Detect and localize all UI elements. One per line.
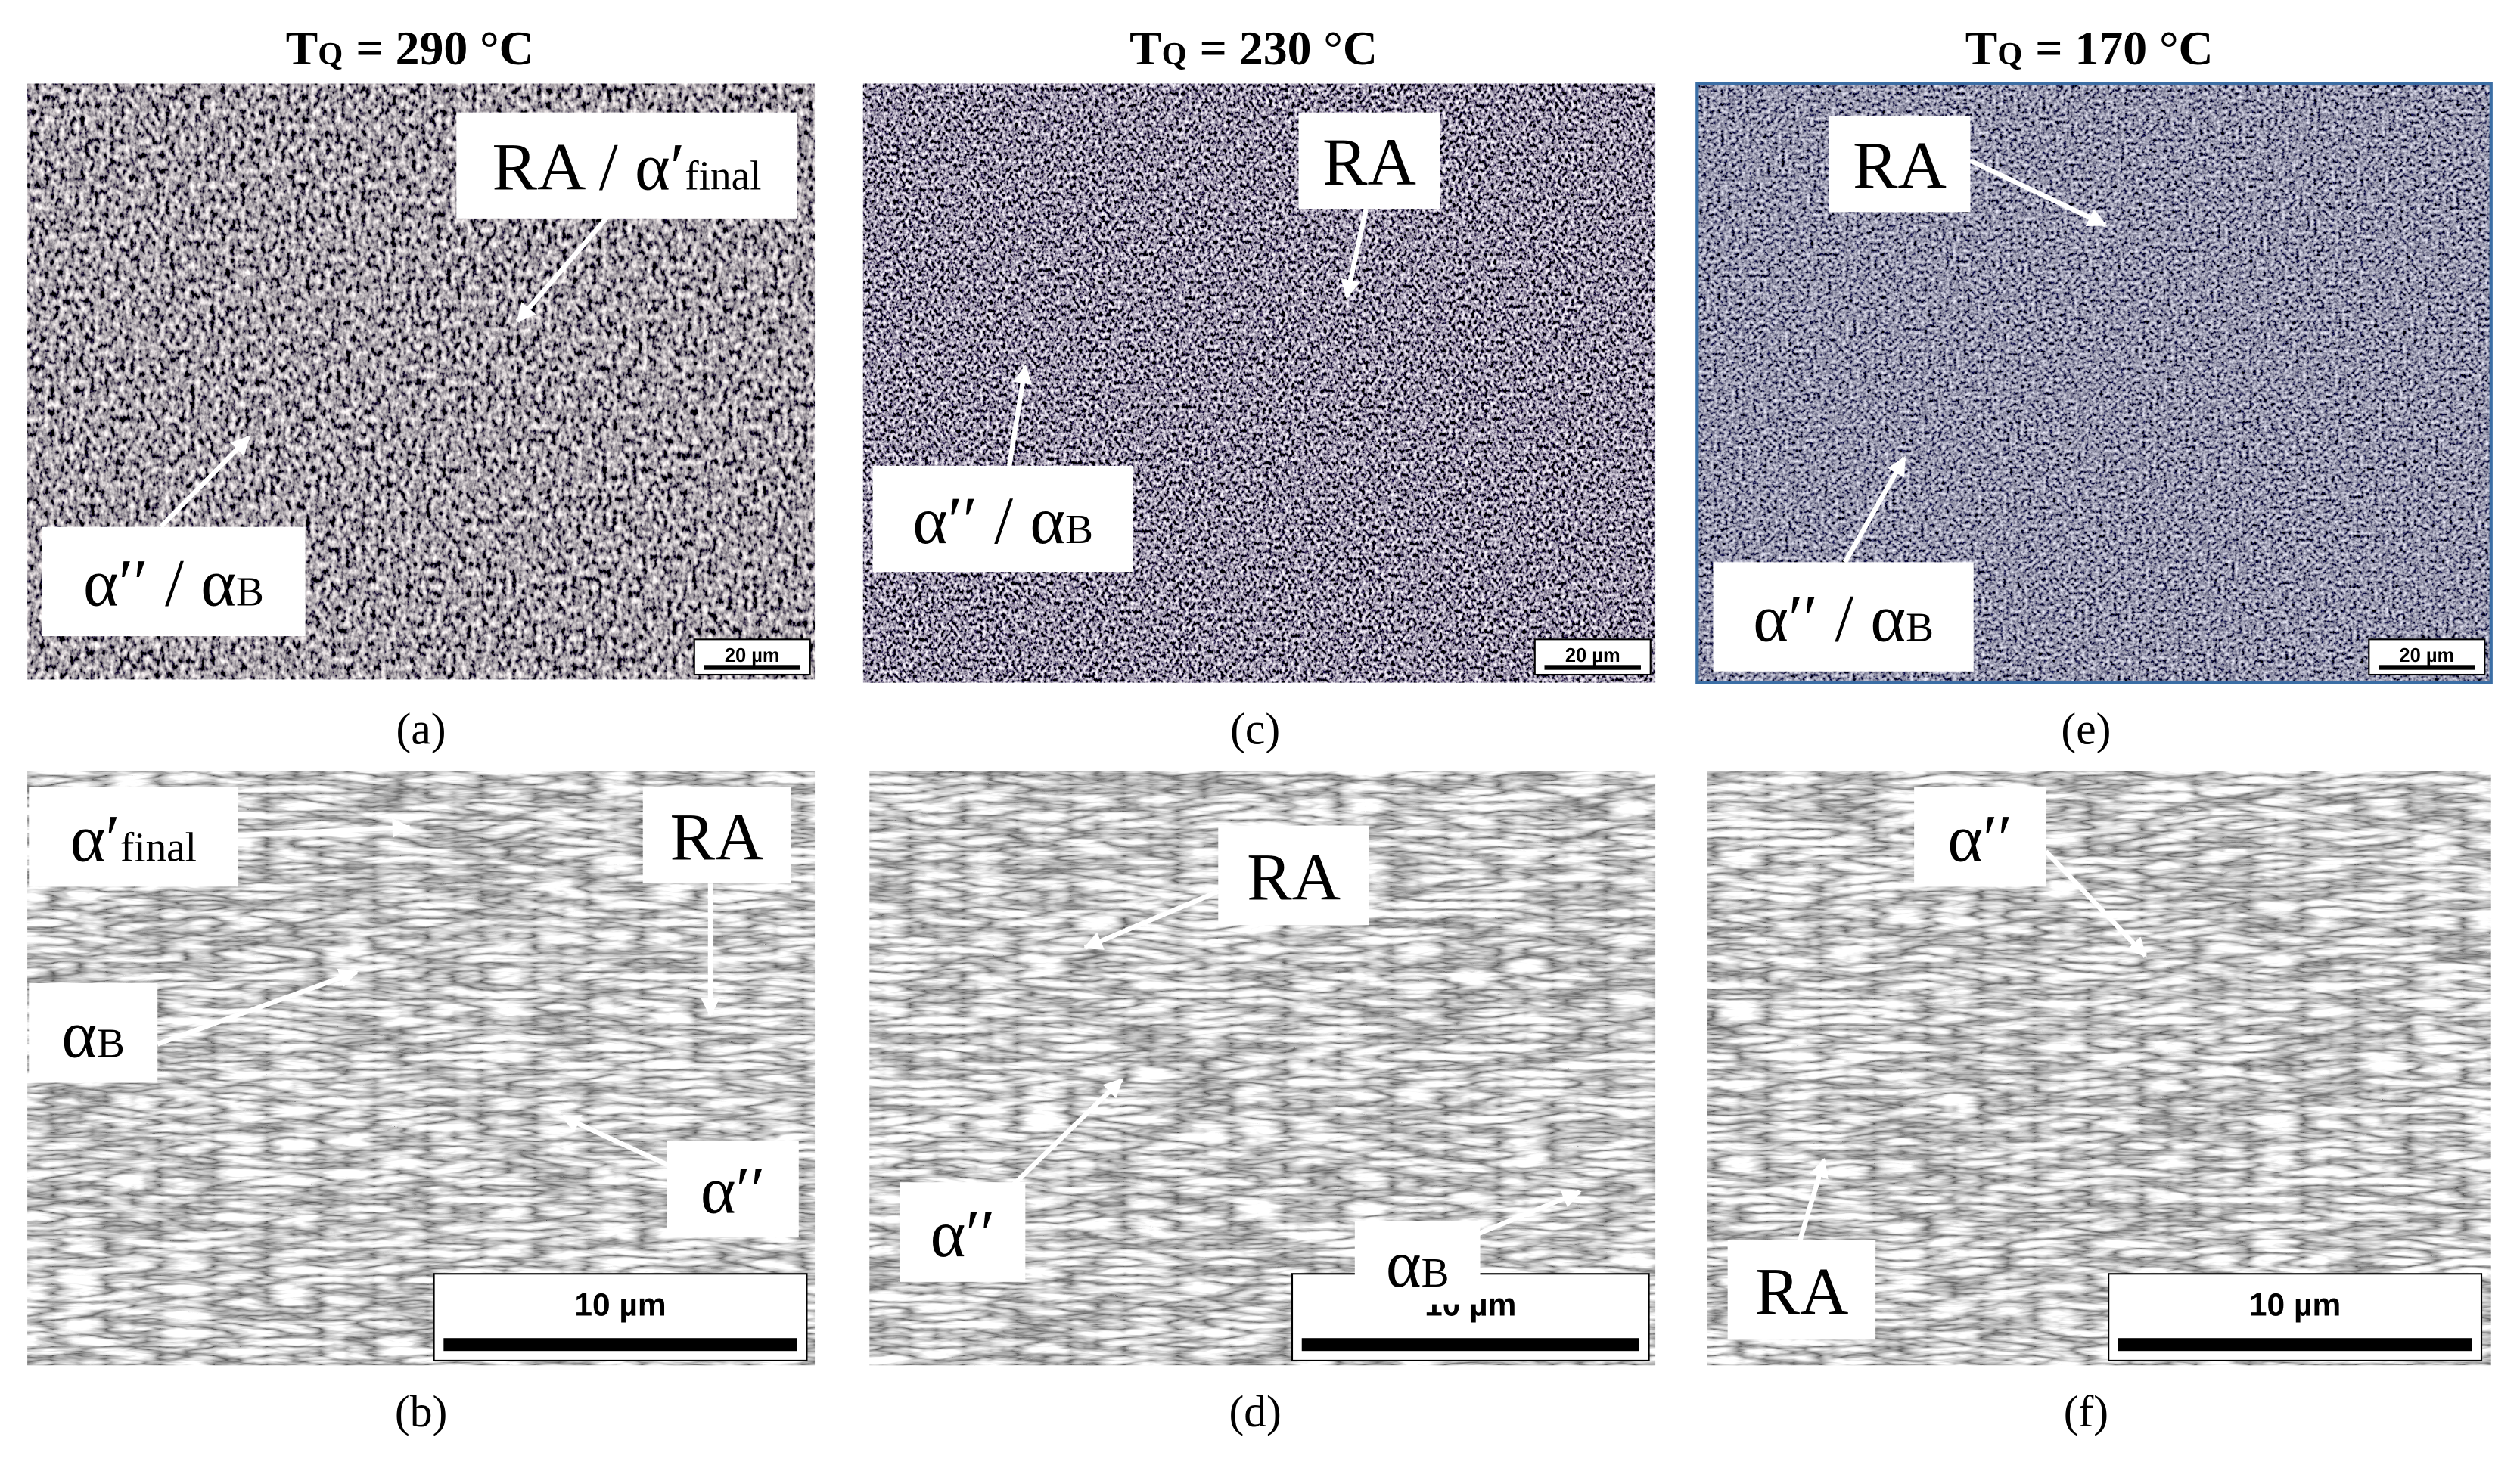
annotation-arrow <box>238 818 412 838</box>
scale-bar <box>1544 665 1641 670</box>
annotation-box <box>42 526 306 637</box>
scale-bar-label: 10 µm <box>574 1287 666 1323</box>
annotation-subscript: B <box>97 1020 125 1066</box>
annotation-box <box>29 787 238 887</box>
annotation-text: α′ <box>70 802 120 876</box>
annotation: α′′ / αB <box>83 547 264 621</box>
annotation: α′final <box>70 802 197 876</box>
micrograph <box>862 83 1656 683</box>
header-subscript: Q <box>318 36 343 72</box>
annotation-box <box>900 1182 1026 1282</box>
annotation-text: RA <box>1853 129 1947 203</box>
annotation-subscript: B <box>1422 1249 1450 1296</box>
scale-bar-label: 20 µm <box>725 645 780 666</box>
annotation-box <box>872 465 1133 573</box>
annotation-arrow <box>1083 889 1220 951</box>
annotation: RA <box>1322 126 1416 200</box>
header-rest: = 230 °C <box>1200 21 1378 75</box>
annotation-arrow <box>1969 158 2108 228</box>
header-rest: = 170 °C <box>2035 21 2213 75</box>
annotation-arrow <box>159 435 251 529</box>
panel-label: (c) <box>1230 703 1280 753</box>
annotation-box <box>1354 1221 1481 1305</box>
annotation-arrow <box>1006 364 1033 467</box>
scale-bar <box>2379 665 2475 670</box>
annotation: RA <box>1853 129 1947 203</box>
annotation-arrow <box>1007 1077 1124 1190</box>
annotation-box <box>1727 1240 1876 1340</box>
annotation-arrow <box>157 968 359 1047</box>
annotation: αB <box>1386 1228 1450 1302</box>
scale-bar <box>704 665 800 670</box>
panel-label: (a) <box>396 703 446 753</box>
annotation: αB <box>61 998 125 1072</box>
annotation: α′′ <box>701 1154 766 1228</box>
annotation-text: RA <box>1247 840 1341 914</box>
annotation-text: RA <box>1322 126 1416 200</box>
annotation-text: α′′ / α <box>912 484 1065 558</box>
annotation-arrow <box>1341 208 1369 300</box>
panel-label: (f) <box>2064 1386 2108 1436</box>
annotation: α′′ <box>931 1197 996 1271</box>
annotation-text: RA <box>670 800 763 874</box>
column-header: TQ = 290 °C <box>286 21 534 75</box>
header-subscript: Q <box>1997 36 2022 72</box>
annotation-box <box>642 787 791 884</box>
header-symbol: T <box>286 21 318 75</box>
annotation-text: α′′ <box>701 1154 766 1228</box>
annotation-subscript: final <box>120 824 197 870</box>
column-header: TQ = 170 °C <box>1965 21 2214 75</box>
annotation-box <box>1829 115 1971 213</box>
annotation-subscript: B <box>1906 604 1934 650</box>
annotation-subscript: B <box>236 569 264 615</box>
annotation-box <box>1218 825 1369 926</box>
annotation: α′′ / αB <box>1753 582 1934 656</box>
panel-label: (b) <box>395 1386 447 1436</box>
annotation-text: α′′ <box>1947 802 2012 876</box>
scale-bar-label: 10 µm <box>2249 1287 2341 1323</box>
scale-bar <box>443 1338 797 1352</box>
annotation: RA <box>670 800 763 874</box>
annotation-box <box>456 112 797 219</box>
header-subscript: Q <box>1162 36 1187 72</box>
annotation-box <box>1713 562 1974 672</box>
panel-label: (d) <box>1229 1386 1281 1436</box>
annotation-text: α <box>61 998 97 1072</box>
scale-bar <box>2118 1338 2472 1352</box>
annotation-text: α′′ / α <box>83 547 236 621</box>
annotation-arrow <box>1469 1189 1582 1240</box>
annotation-subscript: final <box>685 153 761 199</box>
annotation: RA <box>1247 840 1341 914</box>
header-rest: = 290 °C <box>356 21 533 75</box>
annotation-subscript: B <box>1065 506 1093 552</box>
micrograph-border <box>1695 82 2493 684</box>
annotation: RA <box>1754 1255 1848 1329</box>
annotation-arrow <box>515 215 610 323</box>
annotation-text: α′′ <box>931 1197 996 1271</box>
column-header: TQ = 230 °C <box>1129 21 1378 75</box>
annotation-text: RA / α′ <box>493 131 685 205</box>
scale-bar <box>1301 1338 1639 1352</box>
annotation-box <box>1914 787 2046 887</box>
annotation: α′′ / αB <box>912 484 1093 558</box>
annotation-arrow <box>1842 456 1907 563</box>
scale-bar-label: 20 µm <box>2399 645 2454 666</box>
annotation-box <box>29 982 158 1083</box>
annotation-text: α <box>1386 1228 1422 1302</box>
annotation-arrow <box>1798 1158 1829 1241</box>
annotation-arrow <box>2044 849 2148 958</box>
annotation-box <box>1298 112 1440 210</box>
annotation-arrow <box>561 1114 668 1167</box>
header-symbol: T <box>1965 21 1998 75</box>
panel-label: (e) <box>2061 703 2111 753</box>
annotation-box <box>667 1140 799 1237</box>
header-symbol: T <box>1129 21 1162 75</box>
scale-bar-label: 20 µm <box>1565 645 1620 666</box>
annotation-text: RA <box>1754 1255 1848 1329</box>
annotation-text: α′′ / α <box>1753 582 1906 656</box>
annotation: RA / α′final <box>493 131 762 205</box>
annotation: α′′ <box>1947 802 2012 876</box>
